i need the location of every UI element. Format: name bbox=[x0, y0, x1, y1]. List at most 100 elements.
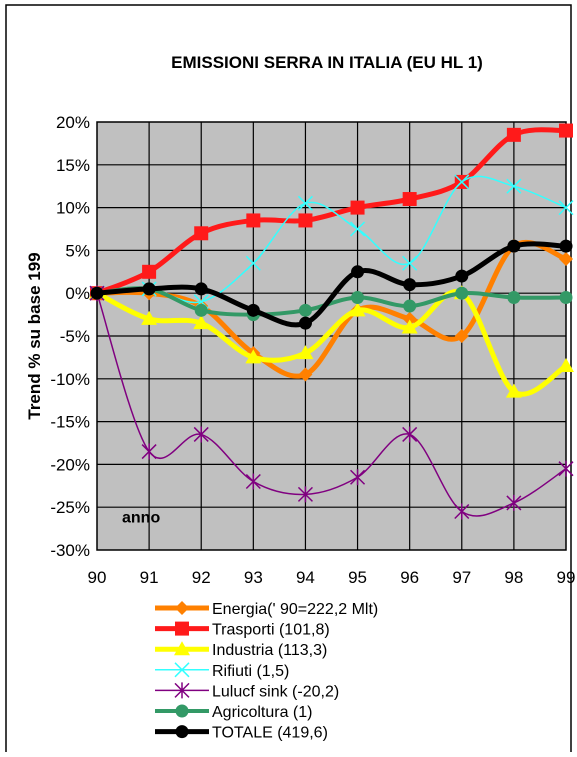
y-tick-label: -25% bbox=[50, 498, 90, 517]
data-point bbox=[194, 226, 209, 241]
series-line bbox=[95, 286, 568, 317]
data-point bbox=[246, 213, 261, 228]
data-point bbox=[402, 192, 417, 207]
data-point bbox=[351, 290, 365, 304]
data-point bbox=[297, 345, 314, 360]
series-4 bbox=[89, 285, 574, 520]
data-point bbox=[559, 239, 573, 253]
data-point bbox=[193, 315, 210, 330]
y-axis-label: Trend % su base 199 bbox=[25, 252, 44, 419]
series-line bbox=[96, 175, 567, 304]
legend-label: TOTALE (419,6) bbox=[212, 725, 328, 742]
x-tick-label: 93 bbox=[244, 568, 263, 587]
data-point bbox=[454, 503, 470, 520]
data-point bbox=[402, 426, 418, 443]
data-point bbox=[559, 123, 573, 138]
series-line bbox=[94, 289, 569, 397]
legend-entry: Trasporti (101,8) bbox=[155, 621, 330, 639]
data-point bbox=[350, 469, 366, 486]
data-point bbox=[506, 494, 522, 511]
data-point bbox=[142, 282, 156, 296]
legend-entry: Energia(' 90=222,2 Mlt) bbox=[155, 601, 378, 618]
data-point bbox=[505, 383, 522, 398]
legend-marker bbox=[174, 641, 190, 656]
legend-marker bbox=[174, 662, 190, 678]
data-point bbox=[558, 357, 574, 372]
y-tick-label: -30% bbox=[50, 541, 90, 560]
data-point bbox=[193, 426, 209, 443]
series-lines bbox=[89, 123, 574, 520]
data-point bbox=[297, 195, 313, 211]
data-point bbox=[245, 473, 261, 490]
x-tick-label: 95 bbox=[348, 568, 367, 587]
legend-marker bbox=[175, 725, 189, 739]
data-point bbox=[350, 200, 365, 215]
x-tick-label: 96 bbox=[400, 568, 419, 587]
y-tick-label: -10% bbox=[50, 370, 90, 389]
data-point bbox=[558, 200, 574, 216]
y-tick-labels: 20% 15% 10% 5% 0% -5% -10% -15% -20% -25% -30% bbox=[50, 113, 90, 560]
legend-label: Rifiuti (1,5) bbox=[212, 663, 289, 680]
data-point bbox=[90, 286, 104, 300]
y-tick-label: 5% bbox=[65, 241, 90, 260]
legend-label: Lulucf sink (-20,2) bbox=[212, 683, 339, 700]
data-point bbox=[507, 239, 521, 253]
x-tick-label: 91 bbox=[140, 568, 159, 587]
x-tick-label: 94 bbox=[296, 568, 315, 587]
data-point bbox=[298, 213, 313, 228]
legend-marker bbox=[175, 621, 189, 636]
legend-label: Agricoltura (1) bbox=[212, 704, 312, 721]
x-tick-label: 90 bbox=[88, 568, 107, 587]
data-point bbox=[455, 269, 469, 283]
legend-entry: Rifiuti (1,5) bbox=[155, 662, 289, 680]
gridlines bbox=[97, 122, 566, 550]
data-point bbox=[194, 282, 208, 296]
data-point bbox=[142, 264, 157, 279]
data-point bbox=[403, 299, 417, 313]
legend-entry: Lulucf sink (-20,2) bbox=[155, 682, 339, 700]
annotation-anno: anno bbox=[122, 510, 160, 527]
data-point bbox=[298, 303, 312, 317]
data-point bbox=[507, 290, 521, 304]
x-tick-label: 98 bbox=[504, 568, 523, 587]
y-tick-label: 0% bbox=[65, 284, 90, 303]
x-tick-label: 97 bbox=[452, 568, 471, 587]
series-3 bbox=[89, 174, 574, 310]
data-point bbox=[297, 486, 313, 503]
data-point bbox=[454, 329, 469, 343]
data-point bbox=[298, 367, 313, 382]
legend-label: Energia(' 90=222,2 Mlt) bbox=[212, 601, 378, 618]
y-tick-label: 15% bbox=[56, 156, 90, 175]
data-point bbox=[245, 255, 261, 271]
data-point bbox=[246, 303, 260, 317]
data-point bbox=[194, 303, 208, 317]
y-tick-label: 20% bbox=[56, 113, 90, 132]
data-point bbox=[141, 443, 157, 460]
legend-marker bbox=[174, 682, 190, 699]
x-tick-labels: 90 91 92 93 94 95 96 97 98 99 bbox=[88, 568, 576, 587]
data-point bbox=[454, 174, 470, 190]
y-tick-label: -15% bbox=[50, 413, 90, 432]
data-point bbox=[401, 319, 418, 334]
legend-marker bbox=[175, 704, 189, 718]
data-point bbox=[506, 178, 522, 194]
chart-title: EMISSIONI SERRA IN ITALIA (EU HL 1) bbox=[171, 53, 483, 72]
data-point bbox=[506, 127, 521, 142]
data-point bbox=[559, 251, 573, 266]
y-tick-label: -5% bbox=[60, 327, 90, 346]
data-point bbox=[403, 278, 417, 292]
x-tick-label: 92 bbox=[192, 568, 211, 587]
legend-entry: Agricoltura (1) bbox=[155, 704, 312, 721]
y-tick-label: 10% bbox=[56, 199, 90, 218]
x-tick-label: 99 bbox=[557, 568, 576, 587]
data-point bbox=[402, 255, 418, 271]
data-point bbox=[402, 311, 417, 326]
legend-marker bbox=[175, 601, 189, 615]
data-point bbox=[559, 290, 573, 304]
data-point bbox=[245, 349, 262, 364]
legend-label: Industria (113,3) bbox=[212, 642, 327, 659]
legend-entry: Industria (113,3) bbox=[155, 641, 327, 659]
series-6 bbox=[90, 239, 573, 330]
